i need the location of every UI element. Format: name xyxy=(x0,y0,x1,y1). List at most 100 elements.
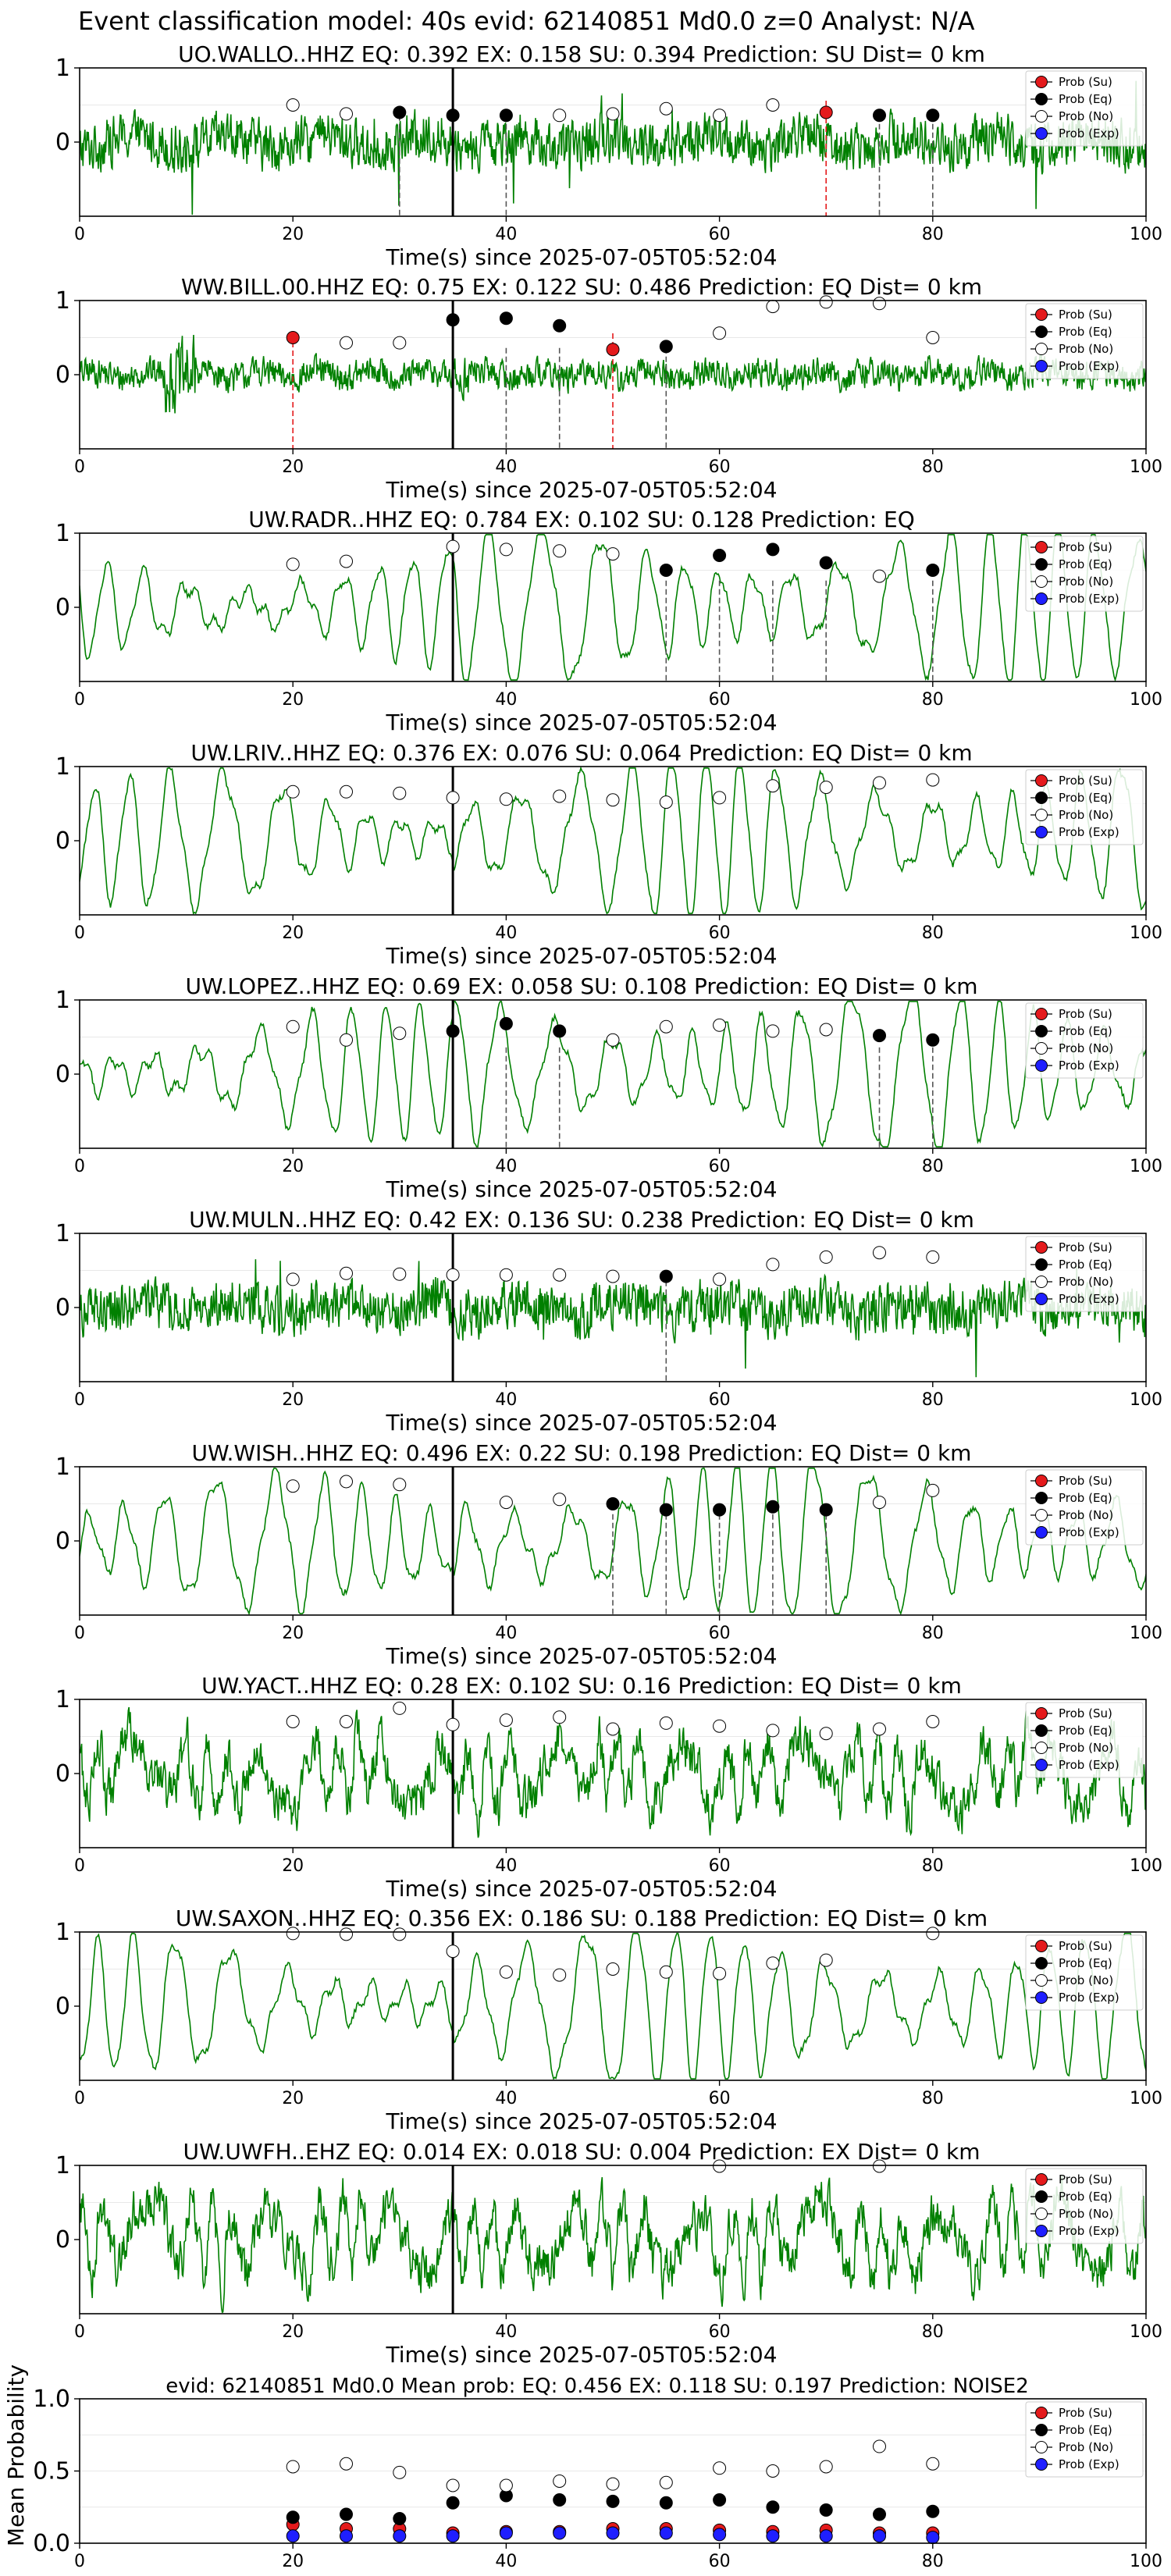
panel-8-point-no-3 xyxy=(446,1717,460,1731)
panel-9-legend-marker-no xyxy=(1035,1974,1048,1987)
panel-11-point-exp-9 xyxy=(766,2529,780,2543)
panel-5-point-no-5 xyxy=(713,1018,727,1032)
panel-3-legend-marker-no xyxy=(1035,575,1048,588)
panel-11-point-no-4 xyxy=(499,2478,513,2492)
panel-3-point-eq-0 xyxy=(659,564,673,577)
panel-6-legend-label-exp: Prob (Exp) xyxy=(1059,1292,1119,1306)
panel-5-legend-label-su: Prob (Su) xyxy=(1059,1007,1112,1021)
panel-6-point-no-4 xyxy=(499,1268,513,1282)
panel-10-point-no-0 xyxy=(713,2159,727,2173)
panel-2-ytick-label-0: 0 xyxy=(55,361,70,389)
panel-11-point-no-0 xyxy=(286,2460,300,2474)
panel-2-point-eq-1 xyxy=(499,311,513,326)
panel-5-point-no-6 xyxy=(766,1024,780,1038)
panel-9-point-no-9 xyxy=(766,1956,780,1970)
panel-6-xtick-label-2: 40 xyxy=(495,1390,517,1410)
panel-5-waveform xyxy=(80,1001,1146,1148)
panel-9-legend-label-eq: Prob (Eq) xyxy=(1059,1956,1112,1970)
panel-5-xlabel: Time(s) since 2025-07-05T05:52:04 xyxy=(385,1176,777,1202)
panel-6-legend-label-no: Prob (No) xyxy=(1059,1275,1113,1289)
panel-5-title: UW.LOPEZ..HHZ EQ: 0.69 EX: 0.058 SU: 0.1… xyxy=(185,973,977,999)
panel-7-xtick-label-0: 0 xyxy=(74,1624,85,1643)
panel-1-legend-frame xyxy=(1025,70,1144,147)
panel-1-xtick-label-2: 40 xyxy=(495,225,517,244)
panel-10-legend-marker-exp xyxy=(1035,2225,1048,2237)
panel-11: evid: 62140851 Md0.0 Mean prob: EQ: 0.45… xyxy=(3,2364,1162,2571)
panel-7-legend-label-su: Prob (Su) xyxy=(1059,1474,1112,1488)
panel-3-xtick-label-4: 80 xyxy=(922,690,944,710)
panel-1-point-su-0 xyxy=(819,105,833,119)
panel-7-ytick-label-0: 0 xyxy=(55,1528,70,1555)
panel-10-xtick-label-2: 40 xyxy=(495,2322,517,2342)
panel-7-xlabel: Time(s) since 2025-07-05T05:52:04 xyxy=(385,1643,777,1669)
panel-11-point-no-12 xyxy=(926,2457,940,2471)
panel-10-legend-marker-su xyxy=(1035,2173,1048,2186)
panel-4-point-no-11 xyxy=(873,776,886,790)
panel-11-legend-frame xyxy=(1025,2401,1144,2478)
panel-11-point-eq-6 xyxy=(606,2494,620,2508)
panel-1-point-no-4 xyxy=(659,101,673,116)
panel-8-xtick-label-0: 0 xyxy=(74,1856,85,1876)
panel-11-point-eq-8 xyxy=(713,2493,727,2507)
panel-8-xtick-label-3: 60 xyxy=(709,1856,731,1876)
panel-7-legend-label-exp: Prob (Exp) xyxy=(1059,1525,1119,1539)
panel-11-point-exp-4 xyxy=(499,2526,513,2540)
panel-10-legend-frame xyxy=(1025,2168,1144,2244)
panel-9-legend-frame xyxy=(1025,1934,1144,2011)
panel-1-point-no-5 xyxy=(713,109,727,123)
panel-1-waveform xyxy=(80,80,1146,215)
panel-6-legend-label-su: Prob (Su) xyxy=(1059,1240,1112,1254)
panel-11-xtick-label-4: 80 xyxy=(922,2552,944,2571)
panel-1-legend-label-no: Prob (No) xyxy=(1059,109,1113,123)
panel-9-point-no-7 xyxy=(659,1965,673,1979)
panel-2-point-no-6 xyxy=(926,331,940,344)
panel-2-xtick-label-2: 40 xyxy=(495,457,517,477)
panel-6-waveform xyxy=(80,1259,1146,1378)
panel-11-point-eq-10 xyxy=(819,2503,833,2517)
panel-9-point-no-5 xyxy=(553,1968,567,1982)
panel-8-point-no-4 xyxy=(499,1713,513,1727)
panel-5-xtick-label-4: 80 xyxy=(922,1157,944,1176)
panel-5-xtick-label-2: 40 xyxy=(495,1157,517,1176)
panel-3-legend-marker-su xyxy=(1035,541,1048,553)
panel-6-legend-marker-su xyxy=(1035,1241,1048,1254)
panel-8-legend-frame xyxy=(1025,1702,1144,1778)
panel-4-point-no-9 xyxy=(766,779,780,793)
panel-1-point-no-1 xyxy=(340,107,353,121)
panel-11-legend-marker-exp xyxy=(1035,2458,1048,2471)
panel-6-point-no-0 xyxy=(286,1272,300,1286)
panel-2-legend-marker-no xyxy=(1035,343,1048,355)
panel-6-legend-label-eq: Prob (Eq) xyxy=(1059,1258,1112,1272)
panel-8-point-no-7 xyxy=(659,1716,673,1730)
panel-8-point-no-9 xyxy=(766,1724,780,1738)
panel-11-point-exp-7 xyxy=(659,2526,673,2540)
panel-7-point-eq-0 xyxy=(606,1497,620,1510)
panel-5-ytick-label-1: 1 xyxy=(55,987,70,1014)
panel-2-title: WW.BILL.00.HHZ EQ: 0.75 EX: 0.122 SU: 0.… xyxy=(181,274,982,300)
panel-3-xtick-label-5: 100 xyxy=(1130,690,1162,710)
panel-2-xtick-label-0: 0 xyxy=(74,457,85,477)
panel-10-xtick-label-1: 20 xyxy=(282,2322,304,2342)
panel-8-legend-label-su: Prob (Su) xyxy=(1059,1706,1112,1720)
panel-7-legend-marker-no xyxy=(1035,1509,1048,1521)
panel-8-legend-marker-exp xyxy=(1035,1759,1048,1771)
panel-5-point-no-7 xyxy=(819,1023,833,1037)
panel-9-waveform xyxy=(80,1933,1146,2080)
panel-10-xlabel: Time(s) since 2025-07-05T05:52:04 xyxy=(385,2342,777,2368)
panel-4-xtick-label-2: 40 xyxy=(495,923,517,943)
panel-7-xtick-label-1: 20 xyxy=(282,1624,304,1643)
panel-11-legend-marker-su xyxy=(1035,2407,1048,2419)
panel-10-xtick-label-4: 80 xyxy=(922,2322,944,2342)
panel-5-point-no-1 xyxy=(340,1033,353,1047)
panel-6-xtick-label-4: 80 xyxy=(922,1390,944,1410)
panel-5-point-eq-2 xyxy=(553,1024,567,1038)
panel-5-legend-label-no: Prob (No) xyxy=(1059,1041,1113,1055)
panel-3-point-no-1 xyxy=(340,554,353,568)
panel-5-point-no-0 xyxy=(286,1019,300,1034)
panel-3-xtick-label-3: 60 xyxy=(709,690,731,710)
panel-1-xtick-label-1: 20 xyxy=(282,225,304,244)
panel-2-point-no-2 xyxy=(713,326,727,340)
panel-6-point-no-8 xyxy=(766,1258,780,1272)
panel-8-title: UW.YACT..HHZ EQ: 0.28 EX: 0.102 SU: 0.16… xyxy=(201,1673,962,1699)
panel-2-point-eq-2 xyxy=(553,318,567,333)
